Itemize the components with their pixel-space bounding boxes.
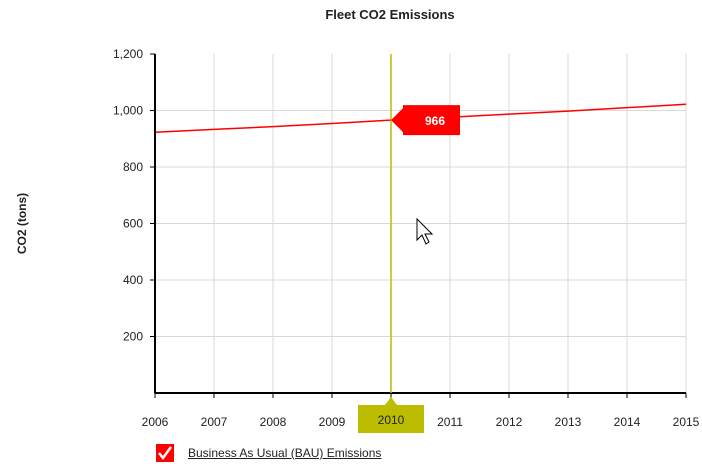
- x-tick-label: 2008: [260, 415, 287, 429]
- x-crosshair-label: 2010: [378, 413, 405, 427]
- cursor-arrow: [416, 217, 434, 245]
- y-tick-label: 200: [123, 330, 143, 344]
- y-axis-label: CO2 (tons): [15, 193, 29, 254]
- y-tick-label: 800: [123, 160, 143, 174]
- legend-checkbox[interactable]: [156, 444, 174, 462]
- data-point: [626, 106, 629, 109]
- value-tooltip-label: 966: [425, 114, 445, 128]
- x-tick-label: 2009: [319, 415, 346, 429]
- y-tick-label: 600: [123, 217, 143, 231]
- data-point: [213, 128, 216, 131]
- crosshair: 966 2010: [358, 54, 460, 433]
- y-tick-label: 1,200: [113, 47, 143, 61]
- x-tick-label: 2011: [437, 415, 463, 429]
- x-tick-label: 2013: [555, 415, 582, 429]
- x-tick-label: 2012: [496, 415, 523, 429]
- chart-title: Fleet CO2 Emissions: [325, 7, 454, 22]
- y-ticks: 200 400 600 800 1,000 1,200: [113, 47, 155, 344]
- data-point: [567, 110, 570, 113]
- data-point: [685, 103, 688, 106]
- x-crosshair-label-box: [358, 397, 424, 433]
- data-point: [508, 113, 511, 116]
- data-point: [272, 125, 275, 128]
- legend-label[interactable]: Business As Usual (BAU) Emissions: [188, 446, 382, 460]
- x-tick-label: 2007: [201, 415, 228, 429]
- y-tick-label: 400: [123, 273, 143, 287]
- chart: Fleet CO2 Emissions CO2 (tons) 200 400 600…: [15, 7, 700, 433]
- data-point: [331, 122, 334, 125]
- legend-item-bau[interactable]: Business As Usual (BAU) Emissions: [156, 444, 381, 462]
- y-tick-label: 1,000: [113, 104, 143, 118]
- x-ticks: 2006 2007 2008 2009 2010 2011 2012 2013 2014 2015: [142, 393, 700, 429]
- value-tooltip-box: [391, 105, 460, 136]
- x-tick-label: 2015: [673, 415, 700, 429]
- mouse-cursor-icon: [416, 217, 434, 245]
- checkmark-icon: [158, 446, 173, 461]
- x-tick-label: 2006: [142, 415, 169, 429]
- x-tick-label: 2014: [614, 415, 641, 429]
